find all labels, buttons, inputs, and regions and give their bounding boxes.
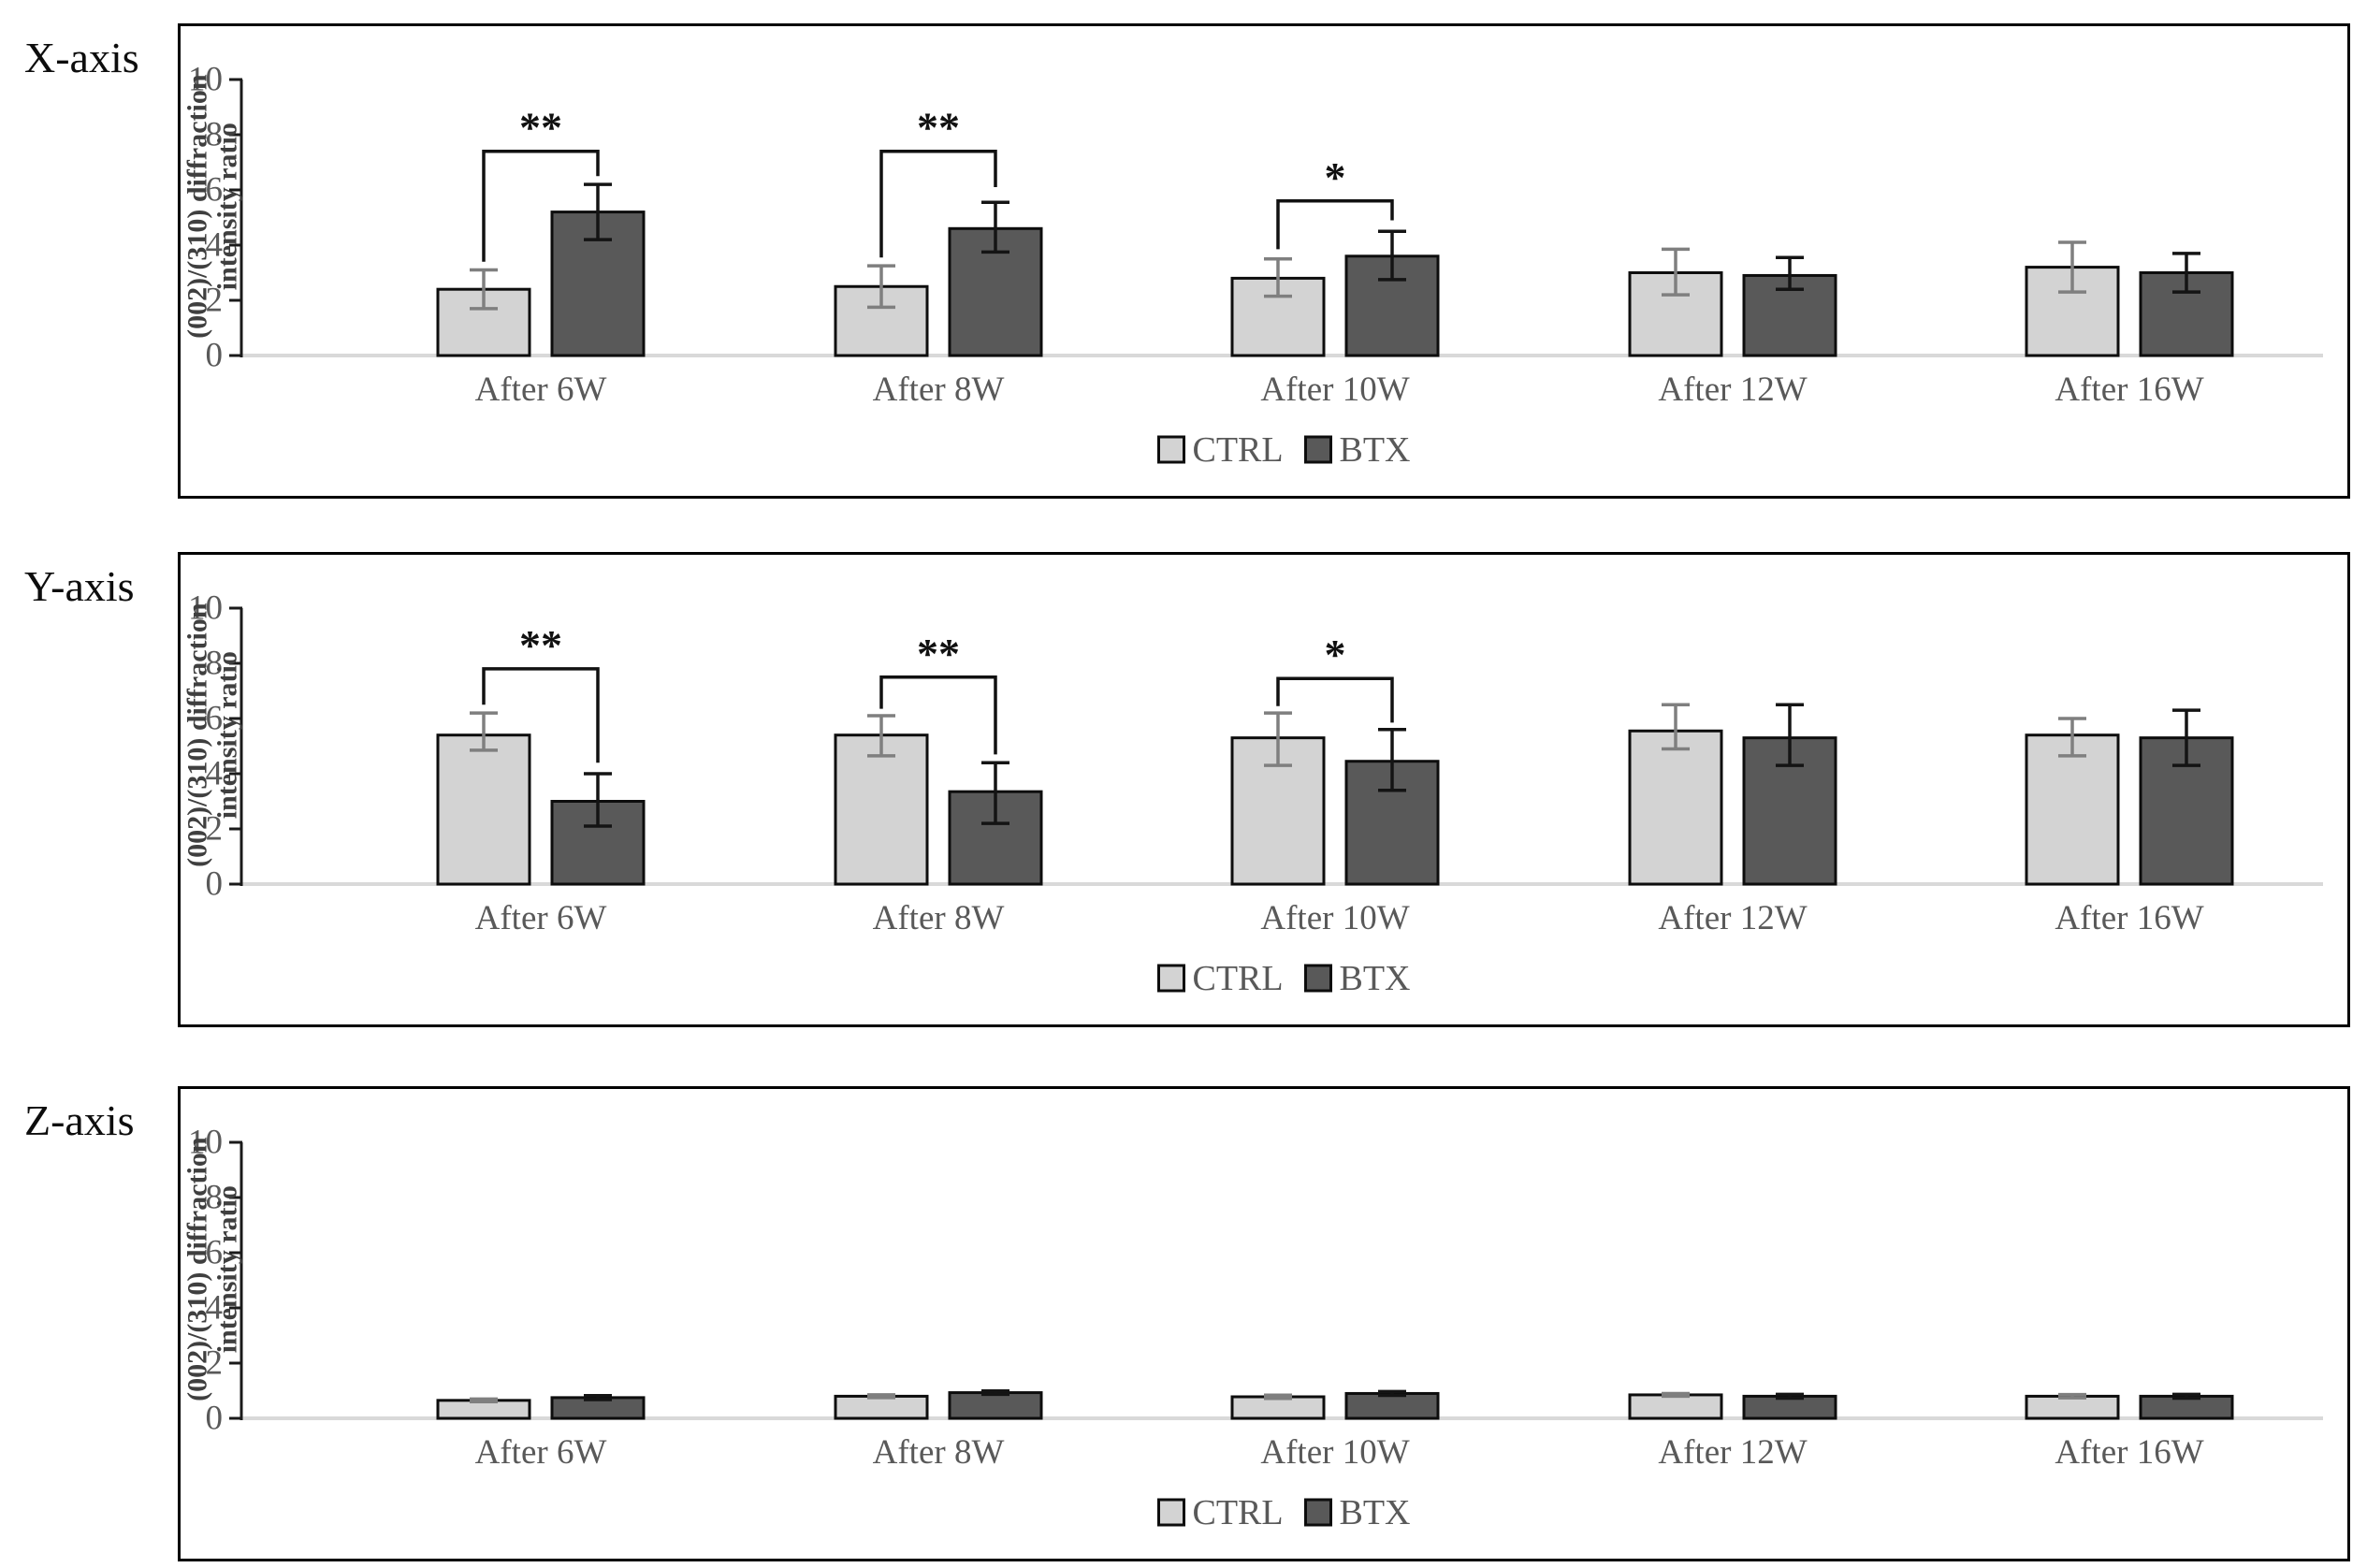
legend-swatch-btx (1304, 1498, 1332, 1527)
significance-bracket (482, 149, 600, 262)
panel-title-x: X-axis (24, 34, 139, 81)
y-axis-label-line1: (002)/(310) diffraction (182, 1137, 213, 1401)
y-tick-label: 6 (206, 171, 224, 210)
category-label: After 10W (1260, 1433, 1409, 1472)
legend-label-ctrl: CTRL (1193, 1493, 1284, 1532)
bar-btx-g1 (948, 1391, 1043, 1420)
bar-ctrl-g1 (834, 1394, 929, 1420)
legend-label-ctrl: CTRL (1193, 959, 1284, 998)
y-tick-label: 4 (206, 226, 224, 265)
y-axis-label-line2: intensity ratio (212, 123, 243, 290)
category-label: After 12W (1658, 899, 1807, 937)
category-label: After 8W (873, 370, 1005, 409)
bar-ctrl-g4 (2025, 733, 2120, 886)
y-tick-label: 10 (188, 1124, 223, 1162)
panel-box-y: 0 2 4 6 8 10 (002)/(310) diffraction intensity … (178, 552, 2350, 1027)
bar-ctrl-g3 (1628, 729, 1723, 886)
significance-bracket (879, 675, 997, 755)
y-tick-label: 10 (188, 61, 223, 99)
y-tick-label: 2 (206, 1344, 224, 1383)
y-tick-label: 6 (206, 1234, 224, 1272)
significance-bracket (1276, 676, 1394, 723)
panel-z-axis: Z-axis 0 2 4 6 8 10 (002)/(310) diffraction int… (0, 1086, 2367, 1561)
y-tick-label: 8 (206, 1179, 224, 1217)
y-axis-label-line1: (002)/(310) diffraction (182, 74, 213, 339)
y-axis-label-line2: intensity ratio (212, 1185, 243, 1353)
legend-label-btx: BTX (1340, 959, 1411, 998)
chart-z-axis: 0 2 4 6 8 10(002)/(310) diffraction intensity … (182, 1124, 2323, 1532)
y-tick-label: 4 (206, 755, 224, 793)
y-axis-label-line2: intensity ratio (212, 651, 243, 819)
significance-label: ** (519, 104, 562, 152)
y-tick-label: 4 (206, 1289, 224, 1328)
bar-btx-g2 (1344, 1391, 1440, 1420)
panel-title-z: Z-axis (24, 1096, 135, 1144)
y-tick-label: 6 (206, 700, 224, 738)
significance-label: ** (917, 104, 960, 152)
category-label: After 12W (1658, 370, 1807, 409)
bar-ctrl-g4 (2025, 1394, 2120, 1420)
bar-ctrl-g3 (1628, 1393, 1723, 1420)
y-tick-label: 10 (188, 589, 223, 628)
category-label: After 16W (2055, 370, 2203, 409)
category-label: After 10W (1260, 370, 1409, 409)
significance-bracket (1276, 199, 1394, 250)
significance-label: * (1325, 153, 1346, 201)
y-tick-label: 2 (206, 810, 224, 849)
bar-btx-g3 (1742, 736, 1837, 886)
category-label: After 12W (1658, 1433, 1807, 1472)
panel-x-axis: X-axis 0 2 4 6 8 10 (002)/(310) diffraction int… (0, 23, 2367, 499)
significance-bracket (879, 149, 997, 258)
category-label: After 6W (475, 1433, 607, 1472)
y-tick-label: 2 (206, 282, 224, 320)
significance-label: * (1325, 631, 1346, 678)
category-label: After 16W (2055, 1433, 2203, 1472)
panel-box-z: 0 2 4 6 8 10 (002)/(310) diffraction intensity … (178, 1086, 2350, 1561)
legend-swatch-ctrl (1157, 435, 1185, 464)
y-tick-label: 0 (206, 865, 224, 904)
y-tick-label: 8 (206, 645, 224, 683)
legend-label-btx: BTX (1340, 1493, 1411, 1532)
legend-swatch-btx (1304, 435, 1332, 464)
legend-swatch-ctrl (1157, 1498, 1185, 1527)
category-label: After 6W (475, 370, 607, 409)
y-axis-label-line1: (002)/(310) diffraction (182, 603, 213, 867)
y-tick-label: 0 (206, 1400, 224, 1438)
y-tick-label: 8 (206, 116, 224, 154)
panel-y-axis: Y-axis 0 2 4 6 8 10 (002)/(310) diffraction int… (0, 552, 2367, 1027)
legend-swatch-btx (1304, 964, 1332, 993)
legend-swatch-ctrl (1157, 964, 1185, 993)
legend-label-btx: BTX (1340, 430, 1411, 470)
significance-label: ** (917, 630, 960, 677)
y-tick-label: 0 (206, 337, 224, 375)
category-label: After 8W (873, 899, 1005, 937)
significance-bracket (482, 667, 600, 763)
panel-box-x: 0 2 4 6 8 10 (002)/(310) diffraction intensity … (178, 23, 2350, 499)
category-label: After 6W (475, 899, 607, 937)
category-label: After 8W (873, 1433, 1005, 1472)
category-label: After 10W (1260, 899, 1409, 937)
panel-title-y: Y-axis (24, 562, 135, 610)
bar-ctrl-g1 (834, 733, 929, 886)
chart-y-axis: 0 2 4 6 8 10(002)/(310) diffraction intensity … (182, 589, 2323, 998)
category-label: After 16W (2055, 899, 2203, 937)
legend-label-ctrl: CTRL (1193, 430, 1284, 470)
chart-x-axis: 0 2 4 6 8 10(002)/(310) diffraction intensity … (182, 61, 2323, 470)
bar-ctrl-g0 (436, 733, 531, 886)
significance-label: ** (519, 621, 562, 669)
